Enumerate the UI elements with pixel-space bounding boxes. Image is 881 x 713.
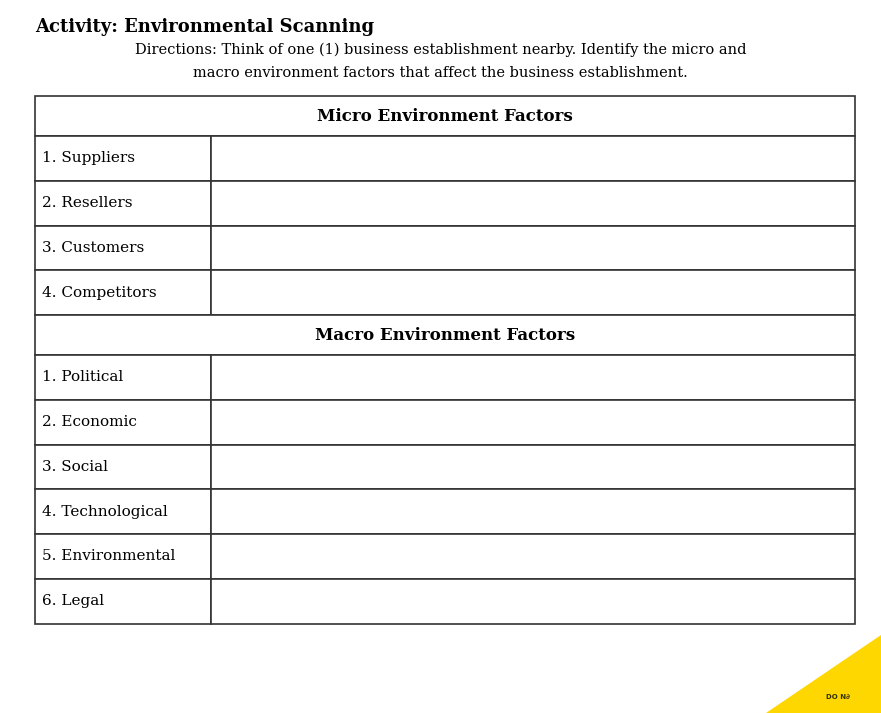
- Bar: [211, 355, 855, 400]
- Text: 3. Social: 3. Social: [42, 460, 108, 474]
- Text: Micro Environment Factors: Micro Environment Factors: [317, 108, 573, 125]
- Polygon shape: [766, 635, 881, 713]
- Bar: [35, 579, 211, 624]
- Text: DO N∂: DO N∂: [826, 694, 850, 700]
- Text: 2. Resellers: 2. Resellers: [42, 196, 133, 210]
- Bar: [35, 181, 211, 225]
- Text: 4. Competitors: 4. Competitors: [42, 286, 157, 299]
- Text: 3. Customers: 3. Customers: [42, 241, 144, 255]
- Text: Directions: Think of one (1) business establishment nearby. Identify the micro a: Directions: Think of one (1) business es…: [135, 43, 746, 57]
- Text: 1. Political: 1. Political: [42, 370, 123, 384]
- Bar: [35, 534, 211, 579]
- Text: 1. Suppliers: 1. Suppliers: [42, 151, 136, 165]
- Bar: [211, 136, 855, 181]
- Bar: [35, 489, 211, 534]
- Text: Activity: Environmental Scanning: Activity: Environmental Scanning: [35, 18, 374, 36]
- Bar: [35, 225, 211, 270]
- Bar: [35, 136, 211, 181]
- Text: Macro Environment Factors: Macro Environment Factors: [315, 327, 575, 344]
- Bar: [211, 270, 855, 315]
- Text: 4. Technological: 4. Technological: [42, 505, 168, 518]
- Bar: [211, 579, 855, 624]
- Bar: [211, 181, 855, 225]
- Bar: [35, 270, 211, 315]
- Bar: [35, 400, 211, 444]
- Bar: [35, 355, 211, 400]
- Text: macro environment factors that affect the business establishment.: macro environment factors that affect th…: [193, 66, 688, 80]
- Bar: [211, 400, 855, 444]
- Bar: [211, 489, 855, 534]
- Bar: [211, 534, 855, 579]
- Text: 6. Legal: 6. Legal: [42, 594, 105, 608]
- Bar: [211, 444, 855, 489]
- Text: 5. Environmental: 5. Environmental: [42, 550, 175, 563]
- Text: 2. Economic: 2. Economic: [42, 415, 137, 429]
- Bar: [35, 96, 855, 136]
- Bar: [211, 225, 855, 270]
- Bar: [35, 444, 211, 489]
- Bar: [35, 315, 855, 355]
